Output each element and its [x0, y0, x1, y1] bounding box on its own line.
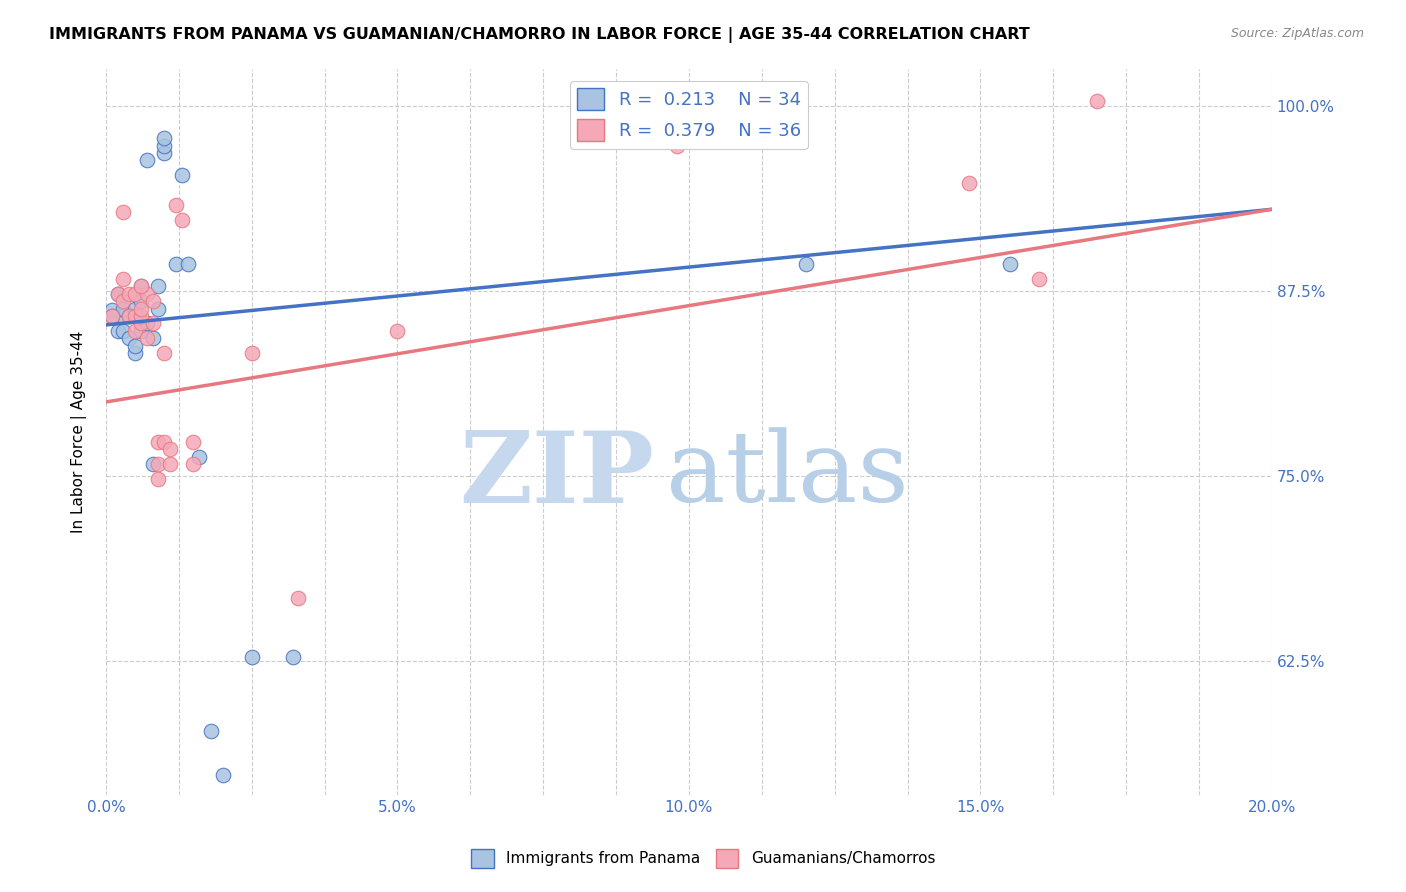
Point	[112, 294, 135, 309]
Point	[124, 309, 146, 323]
Point	[153, 346, 176, 360]
Point	[387, 324, 409, 338]
Point	[118, 309, 141, 323]
Point	[183, 434, 205, 449]
Point	[142, 317, 165, 331]
Point	[287, 591, 309, 605]
Point	[211, 768, 233, 782]
Point	[153, 138, 176, 153]
Point	[1085, 94, 1108, 108]
Point	[666, 138, 689, 153]
Point	[998, 257, 1021, 271]
Text: atlas: atlas	[665, 427, 908, 523]
Point	[142, 457, 165, 471]
Point	[170, 168, 193, 182]
Point	[148, 301, 170, 316]
Point	[129, 279, 152, 293]
Point	[129, 294, 152, 309]
Point	[118, 286, 141, 301]
Point	[129, 301, 152, 316]
Y-axis label: In Labor Force | Age 35-44: In Labor Force | Age 35-44	[72, 330, 87, 533]
Point	[112, 309, 135, 323]
Point	[153, 434, 176, 449]
Point	[112, 324, 135, 338]
Point	[240, 346, 263, 360]
Point	[142, 331, 165, 345]
Point	[124, 339, 146, 353]
Point	[200, 723, 222, 738]
Point	[148, 457, 170, 471]
Point	[107, 286, 129, 301]
Point	[135, 286, 157, 301]
Text: ZIP: ZIP	[460, 426, 654, 524]
Point	[281, 649, 304, 664]
Point	[153, 146, 176, 161]
Legend: Immigrants from Panama, Guamanians/Chamorros: Immigrants from Panama, Guamanians/Chamo…	[465, 843, 941, 873]
Point	[240, 649, 263, 664]
Point	[129, 279, 152, 293]
Point	[118, 309, 141, 323]
Point	[124, 286, 146, 301]
Point	[142, 294, 165, 309]
Point	[112, 301, 135, 316]
Point	[183, 457, 205, 471]
Point	[794, 257, 817, 271]
Point	[135, 317, 157, 331]
Point	[101, 303, 124, 318]
Point	[101, 309, 124, 323]
Point	[124, 346, 146, 360]
Point	[957, 176, 980, 190]
Point	[124, 324, 146, 338]
Point	[124, 301, 146, 316]
Point	[153, 131, 176, 145]
Point	[165, 257, 187, 271]
Point	[148, 279, 170, 293]
Point	[165, 198, 187, 212]
Point	[1028, 272, 1050, 286]
Point	[135, 153, 157, 168]
Point	[159, 457, 181, 471]
Point	[148, 472, 170, 486]
Point	[129, 324, 152, 338]
Point	[135, 331, 157, 345]
Point	[188, 450, 211, 464]
Point	[129, 309, 152, 323]
Point	[159, 442, 181, 457]
Text: IMMIGRANTS FROM PANAMA VS GUAMANIAN/CHAMORRO IN LABOR FORCE | AGE 35-44 CORRELAT: IMMIGRANTS FROM PANAMA VS GUAMANIAN/CHAM…	[49, 27, 1031, 43]
Legend: R =  0.213    N = 34, R =  0.379    N = 36: R = 0.213 N = 34, R = 0.379 N = 36	[569, 81, 808, 149]
Point	[101, 309, 124, 323]
Point	[148, 434, 170, 449]
Point	[118, 331, 141, 345]
Point	[107, 324, 129, 338]
Text: Source: ZipAtlas.com: Source: ZipAtlas.com	[1230, 27, 1364, 40]
Point	[176, 257, 198, 271]
Point	[170, 212, 193, 227]
Point	[107, 286, 129, 301]
Point	[112, 272, 135, 286]
Point	[129, 317, 152, 331]
Point	[112, 205, 135, 219]
